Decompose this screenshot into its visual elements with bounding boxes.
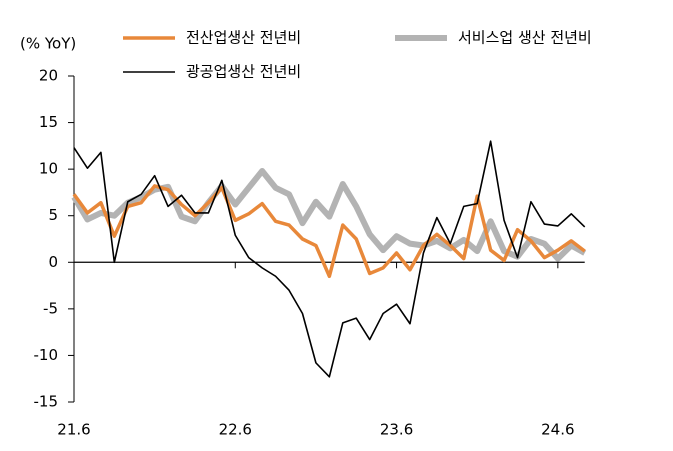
legend-label: 전산업생산 전년비: [186, 29, 301, 47]
x-tick-label: 21.6: [57, 421, 90, 439]
y-tick-label: 0: [48, 253, 58, 271]
y-axis-label: (% YoY): [20, 35, 76, 53]
y-tick-label: 20: [39, 67, 58, 85]
y-tick-label: -15: [34, 393, 59, 411]
y-tick-label: -10: [34, 346, 59, 364]
x-tick-label: 22.6: [219, 421, 252, 439]
legend-label: 광공업생산 전년비: [186, 63, 301, 81]
x-tick-label: 24.6: [541, 421, 574, 439]
x-tick-label: 23.6: [380, 421, 413, 439]
y-tick-label: 15: [39, 113, 58, 131]
y-tick-label: 10: [39, 160, 58, 178]
legend-label: 서비스업 생산 전년비: [458, 29, 592, 47]
y-tick-label: 5: [48, 206, 58, 224]
y-tick-label: -5: [43, 299, 58, 317]
series-line: [73, 140, 586, 378]
series-line: [71, 168, 587, 262]
